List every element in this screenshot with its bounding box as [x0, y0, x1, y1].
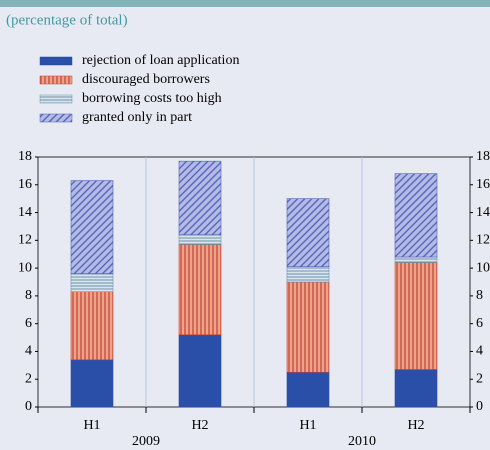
- y-tick-label: 18: [18, 149, 32, 164]
- bar-segment: [178, 234, 222, 245]
- group-label: 2009: [132, 434, 160, 449]
- legend-label: borrowing costs too high: [82, 91, 222, 106]
- y-tick-label: 6: [25, 316, 32, 331]
- y-tick-label: 16: [18, 177, 32, 192]
- subtitle: (percentage of total): [6, 12, 128, 28]
- bar-segment: [286, 266, 330, 283]
- y2-tick-label: 14: [476, 205, 490, 220]
- y2-tick-label: 12: [476, 233, 490, 248]
- bar-segment: [70, 180, 114, 274]
- bar-segment: [286, 371, 330, 408]
- y-tick-label: 4: [25, 344, 32, 359]
- y2-tick-label: 4: [476, 344, 483, 359]
- y-tick-label: 0: [25, 399, 32, 414]
- bar-segment: [286, 198, 330, 268]
- bar-segment: [394, 173, 438, 258]
- y-tick-label: 2: [25, 371, 32, 386]
- x-tick-label: H1: [299, 418, 316, 433]
- bar-segment: [394, 256, 438, 263]
- y2-tick-label: 16: [476, 177, 490, 192]
- bar-segment: [178, 334, 222, 408]
- x-tick-label: H2: [407, 418, 424, 433]
- top-band: [0, 0, 490, 7]
- legend-label: discouraged borrowers: [82, 72, 210, 87]
- y2-tick-label: 18: [476, 149, 490, 164]
- legend-swatch: [39, 113, 73, 123]
- group-label: 2010: [348, 434, 376, 449]
- legend-swatch: [39, 56, 73, 66]
- legend-label: granted only in part: [82, 110, 192, 125]
- legend-swatch: [39, 94, 73, 104]
- y2-tick-label: 10: [476, 260, 490, 275]
- legend-swatch: [39, 75, 73, 85]
- bar-segment: [286, 281, 330, 373]
- bar-segment: [70, 359, 114, 408]
- legend-label: rejection of loan application: [82, 53, 239, 68]
- x-tick-label: H2: [191, 418, 208, 433]
- y-tick-label: 8: [25, 288, 32, 303]
- bar-segment: [70, 273, 114, 293]
- y-tick-label: 14: [18, 205, 32, 220]
- y2-tick-label: 8: [476, 288, 483, 303]
- y2-tick-label: 2: [476, 371, 483, 386]
- bar-segment: [394, 262, 438, 370]
- x-tick-label: H1: [83, 418, 100, 433]
- y-tick-label: 10: [18, 260, 32, 275]
- y2-tick-label: 6: [476, 316, 483, 331]
- bar-segment: [178, 160, 222, 236]
- bar-segment: [70, 291, 114, 361]
- bar-segment: [178, 244, 222, 336]
- y-tick-label: 12: [18, 233, 32, 248]
- bar-segment: [394, 369, 438, 408]
- y2-tick-label: 0: [476, 399, 483, 414]
